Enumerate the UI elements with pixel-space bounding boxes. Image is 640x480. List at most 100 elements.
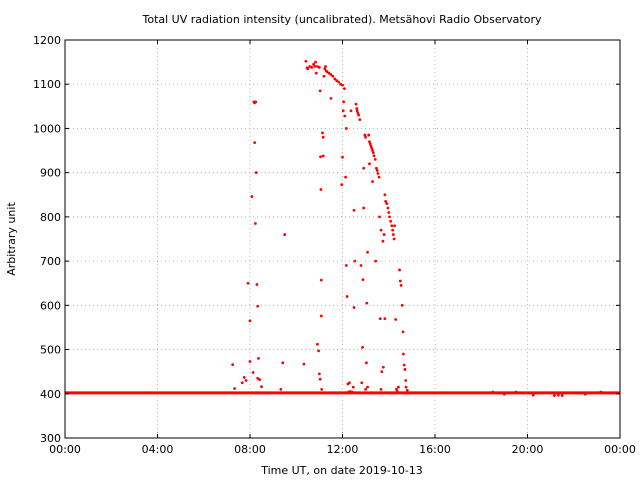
data-point	[531, 393, 535, 397]
data-point	[350, 390, 354, 394]
data-point	[393, 224, 396, 228]
data-point	[313, 65, 317, 68]
data-point	[329, 73, 333, 76]
data-point	[381, 365, 385, 369]
data-point	[396, 385, 400, 389]
data-point	[317, 349, 321, 353]
data-point	[317, 66, 321, 69]
data-point	[351, 385, 355, 389]
data-point	[404, 379, 408, 382]
data-point	[400, 303, 404, 307]
data-point	[502, 392, 506, 396]
data-point	[344, 175, 347, 179]
data-point	[357, 113, 361, 117]
data-point	[398, 268, 401, 272]
data-point	[361, 278, 365, 282]
data-point	[401, 330, 405, 334]
data-point	[256, 304, 260, 308]
data-point	[314, 71, 318, 75]
data-point	[372, 154, 376, 158]
data-point	[322, 74, 326, 78]
data-point	[383, 193, 387, 197]
data-point	[283, 233, 287, 236]
data-point	[279, 387, 283, 391]
data-points	[65, 59, 620, 397]
data-point	[231, 363, 235, 366]
data-point	[316, 342, 319, 346]
data-point	[365, 301, 369, 305]
data-point	[361, 345, 364, 349]
plot-frame	[64, 39, 621, 439]
data-point	[331, 74, 335, 78]
data-point	[341, 155, 344, 159]
data-point	[260, 385, 263, 389]
y-tick-label: 700	[40, 255, 61, 268]
data-point	[349, 109, 353, 113]
data-point	[364, 387, 368, 391]
data-point	[348, 381, 351, 385]
data-point	[514, 390, 518, 394]
data-point	[310, 66, 314, 69]
data-point	[386, 206, 390, 210]
axis-ticks: 300 400 500 600 700 800 900 1000 1100 1200 00:00 04…	[33, 34, 636, 456]
data-point	[388, 215, 391, 219]
data-point	[343, 87, 346, 91]
data-point	[341, 109, 345, 113]
data-point	[371, 180, 374, 183]
grid-lines	[65, 40, 620, 438]
data-point	[378, 215, 381, 219]
data-point	[373, 158, 377, 161]
data-point	[320, 387, 324, 391]
data-point	[341, 83, 344, 87]
data-point	[366, 250, 369, 254]
data-point	[364, 361, 368, 365]
data-point	[321, 131, 324, 135]
data-point	[368, 142, 372, 146]
data-point	[257, 357, 260, 360]
data-point	[392, 237, 396, 241]
data-point	[246, 281, 250, 285]
data-point	[376, 172, 380, 175]
data-point	[253, 222, 257, 225]
data-point	[404, 385, 408, 389]
data-point	[253, 141, 257, 144]
data-point	[583, 392, 587, 396]
data-point	[398, 279, 402, 283]
y-tick-label: 800	[40, 211, 61, 224]
data-point	[321, 135, 325, 139]
data-point	[340, 183, 344, 187]
data-point	[391, 228, 395, 232]
y-tick-label: 900	[40, 167, 61, 180]
data-point	[377, 175, 381, 179]
data-point	[355, 107, 359, 110]
x-tick-label: 12:00	[327, 443, 359, 456]
data-point	[385, 202, 389, 206]
data-point	[255, 283, 259, 286]
data-point	[358, 118, 362, 121]
data-point	[364, 135, 368, 139]
data-point	[314, 60, 317, 64]
x-axis-label: Time UT, on date 2019-10-13	[260, 464, 423, 477]
data-point	[491, 390, 495, 394]
data-point	[319, 188, 323, 191]
data-point	[356, 111, 360, 115]
data-point	[319, 314, 323, 318]
data-point	[383, 317, 387, 320]
data-point	[395, 387, 398, 391]
data-point	[560, 394, 564, 397]
data-point	[381, 239, 385, 243]
data-point	[374, 259, 378, 263]
data-point	[354, 102, 358, 106]
data-point	[403, 368, 407, 371]
y-tick-label: 1000	[33, 122, 61, 135]
data-point	[369, 144, 373, 148]
data-point	[353, 259, 357, 263]
data-point	[319, 278, 323, 282]
data-point	[302, 362, 306, 366]
y-tick-label: 400	[40, 388, 61, 401]
y-axis-label: Arbitrary unit	[5, 202, 18, 276]
data-point	[251, 371, 255, 374]
data-point	[379, 387, 383, 391]
data-point	[360, 381, 364, 385]
data-point	[371, 149, 374, 152]
